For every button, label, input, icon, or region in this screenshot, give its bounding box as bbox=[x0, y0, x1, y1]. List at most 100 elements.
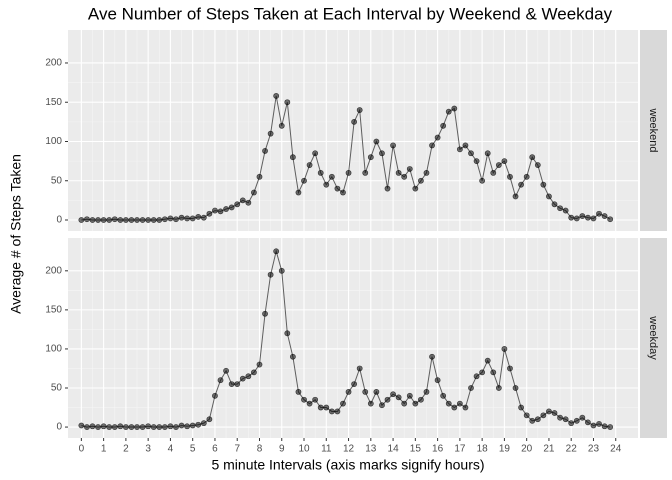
data-point bbox=[518, 181, 525, 188]
data-point bbox=[406, 166, 413, 172]
data-point bbox=[373, 138, 380, 145]
facet-label: weekday bbox=[647, 315, 659, 360]
data-point bbox=[145, 217, 152, 223]
data-point bbox=[278, 122, 285, 129]
x-tick-label: 1 bbox=[101, 444, 107, 455]
data-point bbox=[501, 158, 508, 165]
data-point bbox=[607, 216, 614, 223]
data-point bbox=[256, 361, 263, 368]
data-point bbox=[223, 206, 229, 212]
data-point bbox=[351, 381, 358, 387]
data-point bbox=[256, 173, 263, 180]
data-point bbox=[95, 217, 101, 223]
data-point bbox=[590, 422, 597, 429]
data-point bbox=[395, 394, 402, 401]
data-point bbox=[340, 189, 346, 196]
x-tick-label: 15 bbox=[410, 444, 422, 455]
data-point bbox=[534, 162, 541, 168]
data-point bbox=[356, 365, 363, 372]
x-tick-label: 5 bbox=[190, 444, 196, 455]
data-point bbox=[273, 248, 280, 255]
data-point bbox=[523, 412, 530, 419]
data-point bbox=[456, 146, 463, 153]
data-point bbox=[267, 271, 274, 278]
data-point bbox=[100, 217, 107, 223]
data-point bbox=[423, 169, 430, 176]
data-point bbox=[546, 193, 552, 200]
data-point bbox=[440, 392, 447, 399]
data-point bbox=[362, 169, 369, 176]
y-tick-label: 150 bbox=[45, 305, 62, 316]
data-point bbox=[189, 422, 196, 429]
data-point bbox=[245, 373, 252, 380]
data-point bbox=[351, 118, 358, 125]
y-tick-label: 100 bbox=[45, 136, 62, 147]
x-tick-label: 0 bbox=[79, 444, 85, 455]
data-point bbox=[234, 201, 241, 208]
data-point bbox=[184, 215, 191, 222]
data-point bbox=[412, 400, 419, 407]
data-point bbox=[78, 422, 85, 429]
data-point bbox=[217, 208, 224, 215]
y-tick-label: 150 bbox=[45, 97, 62, 108]
data-point bbox=[284, 99, 291, 106]
data-point bbox=[134, 217, 140, 223]
x-tick-label: 11 bbox=[321, 444, 332, 455]
data-point bbox=[328, 408, 335, 415]
data-point bbox=[178, 422, 185, 429]
data-point bbox=[579, 414, 586, 421]
data-point bbox=[345, 389, 352, 395]
data-point bbox=[585, 214, 591, 221]
x-tick-label: 18 bbox=[477, 444, 489, 455]
x-tick-label: 22 bbox=[566, 444, 578, 455]
data-point bbox=[334, 408, 341, 415]
data-point bbox=[484, 150, 491, 157]
data-point bbox=[540, 412, 547, 419]
x-tick-label: 24 bbox=[610, 444, 622, 455]
data-point bbox=[312, 396, 319, 403]
x-tick-label: 19 bbox=[499, 444, 511, 455]
data-point bbox=[84, 216, 90, 223]
x-tick-label: 20 bbox=[521, 444, 533, 455]
data-point bbox=[456, 400, 463, 407]
data-point bbox=[562, 207, 569, 214]
data-point bbox=[495, 162, 502, 168]
data-point bbox=[262, 310, 268, 317]
data-point bbox=[150, 424, 157, 430]
data-point bbox=[317, 169, 324, 176]
data-point bbox=[345, 169, 352, 176]
data-point bbox=[418, 177, 424, 184]
data-point bbox=[161, 424, 168, 430]
data-point bbox=[473, 158, 480, 165]
data-point bbox=[373, 389, 380, 395]
data-point bbox=[156, 217, 163, 223]
data-point bbox=[434, 377, 441, 384]
data-point bbox=[501, 346, 508, 352]
data-point bbox=[529, 417, 536, 424]
x-axis-title: 5 minute Intervals (axis marks signify h… bbox=[211, 457, 484, 473]
data-point bbox=[573, 417, 580, 424]
data-point bbox=[122, 217, 129, 223]
data-point bbox=[195, 421, 202, 428]
data-point bbox=[367, 400, 374, 407]
data-point bbox=[434, 134, 441, 141]
data-point bbox=[139, 217, 146, 223]
data-point bbox=[206, 210, 213, 217]
data-point bbox=[161, 216, 168, 223]
x-tick-label: 7 bbox=[234, 444, 240, 455]
chart-title: Ave Number of Steps Taken at Each Interv… bbox=[88, 4, 613, 23]
data-point bbox=[495, 385, 502, 391]
data-point bbox=[607, 424, 614, 430]
data-point bbox=[317, 404, 324, 411]
data-point bbox=[128, 424, 135, 430]
data-point bbox=[306, 400, 313, 407]
data-point bbox=[490, 169, 497, 176]
data-point bbox=[507, 173, 513, 180]
data-point bbox=[384, 396, 391, 403]
data-point bbox=[239, 375, 246, 382]
data-point bbox=[601, 423, 608, 430]
data-point bbox=[479, 177, 486, 184]
data-point bbox=[150, 217, 157, 223]
data-point bbox=[390, 391, 396, 398]
data-point bbox=[111, 424, 118, 430]
